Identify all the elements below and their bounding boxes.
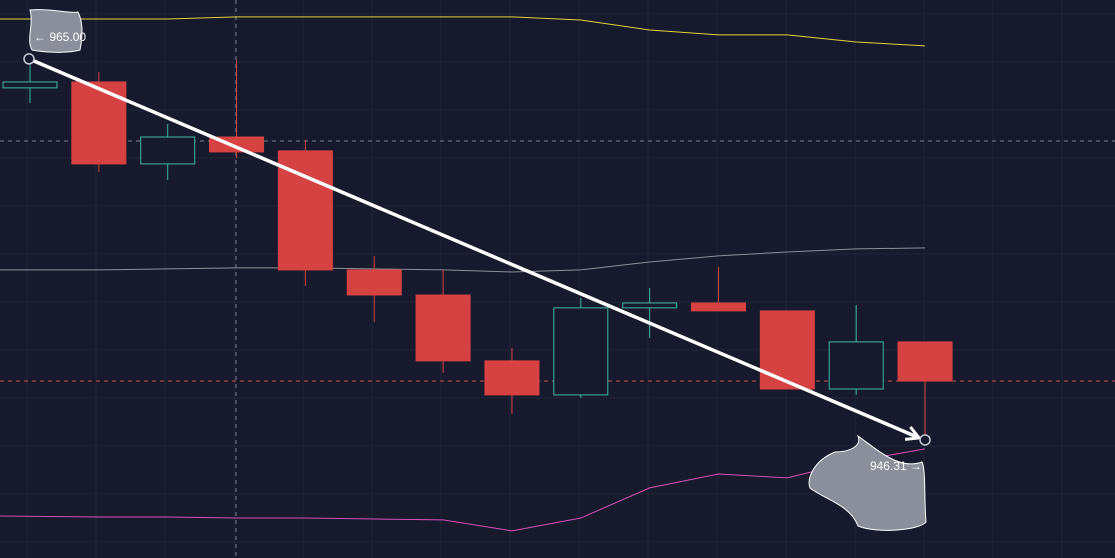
candles bbox=[2, 59, 953, 440]
start-label: ← 965.00 bbox=[34, 30, 86, 44]
end-label-blob bbox=[808, 434, 927, 531]
bands bbox=[0, 16, 926, 532]
candle-body bbox=[897, 341, 953, 382]
candle-body bbox=[346, 269, 402, 296]
candle-body bbox=[2, 81, 58, 89]
band-line bbox=[0, 16, 926, 47]
candle-body bbox=[71, 81, 127, 165]
candle-body bbox=[759, 310, 815, 390]
candle-body bbox=[691, 302, 746, 312]
candle-body bbox=[553, 307, 609, 396]
trend bbox=[23, 53, 931, 446]
candle-body bbox=[484, 360, 540, 396]
trend-arrowhead bbox=[904, 426, 922, 441]
start-label-blob bbox=[29, 9, 83, 53]
trend-line bbox=[28, 57, 918, 439]
candle-body bbox=[415, 294, 471, 362]
band-line bbox=[0, 448, 926, 532]
trend-end-point bbox=[919, 434, 931, 446]
candle-body bbox=[828, 341, 884, 390]
band-line bbox=[0, 247, 926, 273]
end-label: 946.31 → bbox=[870, 459, 922, 473]
candle-body bbox=[140, 136, 196, 165]
trend-start-point bbox=[23, 53, 35, 65]
candle-body bbox=[622, 302, 678, 309]
